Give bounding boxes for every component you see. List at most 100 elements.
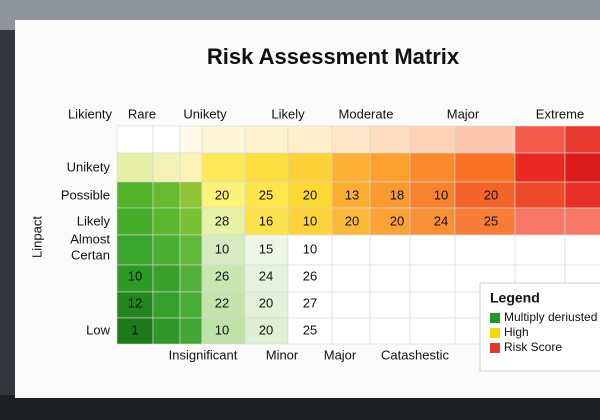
matrix-cell <box>331 291 371 319</box>
matrix-cell <box>331 207 371 236</box>
legend-swatch <box>490 343 500 353</box>
cell-value: 16 <box>259 213 273 228</box>
row-label: Low <box>86 322 110 337</box>
cell-value: 13 <box>345 187 359 202</box>
matrix-cell <box>201 181 246 209</box>
column-header: Likienty <box>68 106 113 121</box>
matrix-cell <box>116 207 154 236</box>
cell-value: 22 <box>215 295 229 310</box>
matrix-cell <box>331 152 371 183</box>
matrix-cell <box>116 264 154 293</box>
matrix-cell <box>369 234 411 266</box>
matrix-cell <box>244 317 289 345</box>
matrix-cell <box>409 152 456 183</box>
matrix-cell <box>152 125 181 154</box>
axis-label: Linpact <box>29 216 44 258</box>
matrix-cell <box>116 317 154 345</box>
matrix-cell <box>152 291 181 319</box>
row-label: Certan <box>71 247 110 262</box>
matrix-cell <box>179 234 203 266</box>
cell-value: 24 <box>434 213 448 228</box>
matrix-cell <box>409 234 456 266</box>
matrix-cell <box>369 125 411 154</box>
matrix-cell <box>454 234 516 266</box>
matrix-cell <box>287 181 333 209</box>
bottom-label: Major <box>324 347 357 362</box>
cell-value: 12 <box>128 295 142 310</box>
matrix-cell <box>369 317 411 345</box>
matrix-cell <box>287 317 333 345</box>
matrix-cell <box>369 264 411 293</box>
cell-value: 10 <box>303 213 317 228</box>
matrix-cell <box>409 207 456 236</box>
matrix-cell <box>287 207 333 236</box>
matrix-cell <box>152 207 181 236</box>
row-label: Likely <box>77 213 111 228</box>
cell-value: 24 <box>259 268 273 283</box>
matrix-cell <box>369 207 411 236</box>
matrix-cell <box>244 152 289 183</box>
matrix-cell <box>179 152 203 183</box>
cell-value: 20 <box>484 187 498 202</box>
matrix-cell <box>409 291 456 319</box>
matrix-cell <box>201 207 246 236</box>
matrix-cell <box>201 152 246 183</box>
matrix-cell <box>152 234 181 266</box>
matrix-cell <box>201 264 246 293</box>
matrix-cell <box>152 264 181 293</box>
column-header: Moderate <box>339 106 394 121</box>
matrix-cell <box>179 207 203 236</box>
cell-value: 10 <box>215 241 229 256</box>
matrix-cell <box>369 152 411 183</box>
matrix-cell <box>244 234 289 266</box>
matrix-cell <box>287 152 333 183</box>
matrix-cell <box>514 152 566 183</box>
matrix-cell <box>514 207 566 236</box>
matrix-cell <box>116 181 154 209</box>
cell-value: 20 <box>345 213 359 228</box>
matrix-cell <box>564 125 600 154</box>
row-label: Almost <box>70 231 110 246</box>
cell-value: 10 <box>303 241 317 256</box>
cell-value: 10 <box>434 187 448 202</box>
cell-value: 20 <box>215 187 229 202</box>
matrix-cell <box>454 125 516 154</box>
matrix-cell <box>514 181 566 209</box>
legend-item: Risk Score <box>504 340 562 354</box>
matrix-cell <box>179 317 203 345</box>
column-header: Extreme <box>536 106 584 121</box>
cell-value: 20 <box>303 187 317 202</box>
cell-value: 20 <box>390 213 404 228</box>
matrix-cell <box>564 207 600 236</box>
matrix-cell <box>201 291 246 319</box>
cell-value: 28 <box>215 213 229 228</box>
matrix-cell <box>201 317 246 345</box>
matrix-cell <box>116 291 154 319</box>
matrix-cell <box>179 181 203 209</box>
matrix-cell <box>179 125 203 154</box>
cell-value: 25 <box>259 187 273 202</box>
cell-value: 10 <box>215 322 229 337</box>
matrix-cell <box>201 234 246 266</box>
matrix-cell <box>409 317 456 345</box>
matrix-cell <box>454 152 516 183</box>
legend-item: Multiply deriusted <box>504 310 597 324</box>
matrix-cell <box>331 317 371 345</box>
cell-value: 10 <box>128 268 142 283</box>
matrix-cell <box>454 207 516 236</box>
matrix-cell <box>564 181 600 209</box>
legend-item: High <box>504 325 529 339</box>
matrix-cell <box>116 125 154 154</box>
matrix-cell <box>179 291 203 319</box>
column-header: Likely <box>271 106 305 121</box>
matrix-cell <box>331 125 371 154</box>
cell-value: 27 <box>303 295 317 310</box>
matrix-cell <box>331 234 371 266</box>
matrix-cell <box>369 291 411 319</box>
cell-value: 20 <box>259 322 273 337</box>
matrix-cell <box>116 152 154 183</box>
matrix-cell <box>409 264 456 293</box>
cell-value: 25 <box>484 213 498 228</box>
matrix-cell <box>564 234 600 266</box>
